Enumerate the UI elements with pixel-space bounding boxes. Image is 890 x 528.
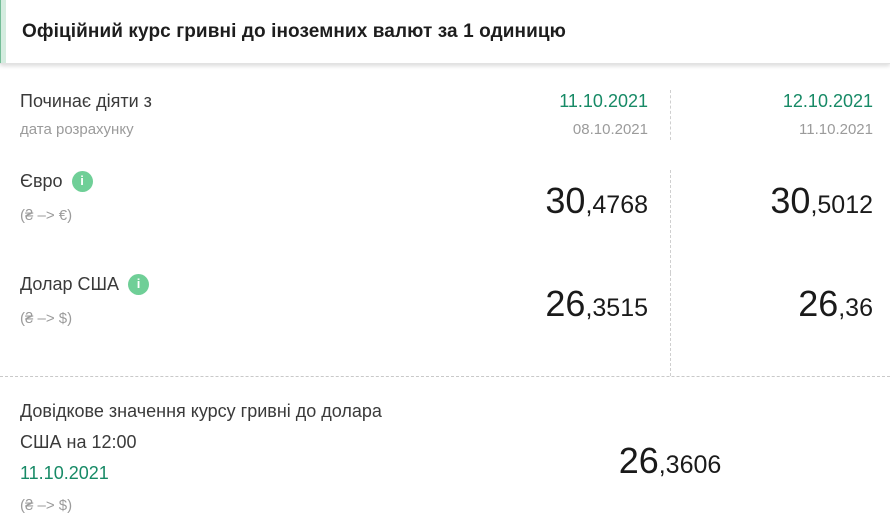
info-icon[interactable]: i <box>71 170 93 192</box>
rate-integer: 26 <box>545 283 586 324</box>
rate-integer: 30 <box>545 180 586 221</box>
date-column-1: 11.10.2021 08.10.2021 <box>450 90 670 140</box>
rate-integer: 30 <box>770 180 811 221</box>
table-row-usd: Долар США i (₴ –> $) 26,3515 26,36 <box>0 273 890 376</box>
usd-rate-cell-1: 26,3515 <box>450 273 670 376</box>
usd-label-cell: Долар США i (₴ –> $) <box>0 273 450 376</box>
widget-header: Офіційний курс гривні до іноземних валют… <box>0 0 890 64</box>
calculation-date-1: 08.10.2021 <box>572 121 648 138</box>
effective-from-label: Починає діяти з <box>20 91 152 111</box>
page-title: Офіційний курс гривні до іноземних валют… <box>22 20 566 42</box>
rate-integer: 26 <box>798 283 839 324</box>
usd-rate-cell-2: 26,36 <box>670 273 890 376</box>
calculation-date-2: 11.10.2021 <box>799 121 873 138</box>
reference-date: 11.10.2021 <box>20 463 109 483</box>
euro-pair-label: (₴ –> €) <box>20 207 73 224</box>
effective-date-1: 11.10.2021 <box>559 91 648 111</box>
euro-label: Євро <box>20 171 63 191</box>
date-column-2: 12.10.2021 11.10.2021 <box>670 90 890 140</box>
usd-pair-label: (₴ –> $) <box>20 310 73 327</box>
rate-fraction: ,3515 <box>585 294 648 322</box>
table-row-effective-dates: Починає діяти з дата розрахунку 11.10.20… <box>0 90 890 140</box>
usd-label: Долар США <box>20 274 120 294</box>
rate-fraction: ,36 <box>838 294 873 322</box>
reference-title: Довідкове значення курсу гривні до долар… <box>20 401 382 452</box>
calculation-date-label: дата розрахунку <box>20 121 134 138</box>
currency-name: Долар США i <box>20 273 440 295</box>
rate-fraction: ,4768 <box>585 191 648 219</box>
effective-date-2: 12.10.2021 <box>782 91 873 111</box>
rate-fraction: ,3606 <box>658 450 722 479</box>
table-row-euro: Євро i (₴ –> €) 30,4768 30,5012 <box>0 170 890 273</box>
euro-rate-cell-2: 30,5012 <box>670 170 890 273</box>
usd-rate-2: 26,36 <box>798 283 873 333</box>
euro-label-cell: Євро i (₴ –> €) <box>0 170 450 273</box>
reference-section: Довідкове значення курсу гривні до долар… <box>0 377 890 527</box>
euro-rate-cell-1: 30,4768 <box>450 170 670 273</box>
effective-dates-label-cell: Починає діяти з дата розрахунку <box>0 90 450 140</box>
reference-label-block: Довідкове значення курсу гривні до долар… <box>0 396 450 527</box>
currency-name: Євро i <box>20 170 440 192</box>
rate-fraction: ,5012 <box>810 191 873 219</box>
reference-value-block: 26,3606 <box>450 396 890 527</box>
euro-rate-1: 30,4768 <box>545 180 648 230</box>
reference-pair-label: (₴ –> $) <box>20 497 73 514</box>
reference-rate: 26,3606 <box>619 440 722 490</box>
usd-rate-1: 26,3515 <box>545 283 648 333</box>
euro-rate-2: 30,5012 <box>770 180 873 230</box>
header-accent-bar <box>0 0 6 63</box>
rates-table: Починає діяти з дата розрахунку 11.10.20… <box>0 64 890 377</box>
info-icon[interactable]: i <box>128 273 150 295</box>
rate-integer: 26 <box>618 439 659 481</box>
